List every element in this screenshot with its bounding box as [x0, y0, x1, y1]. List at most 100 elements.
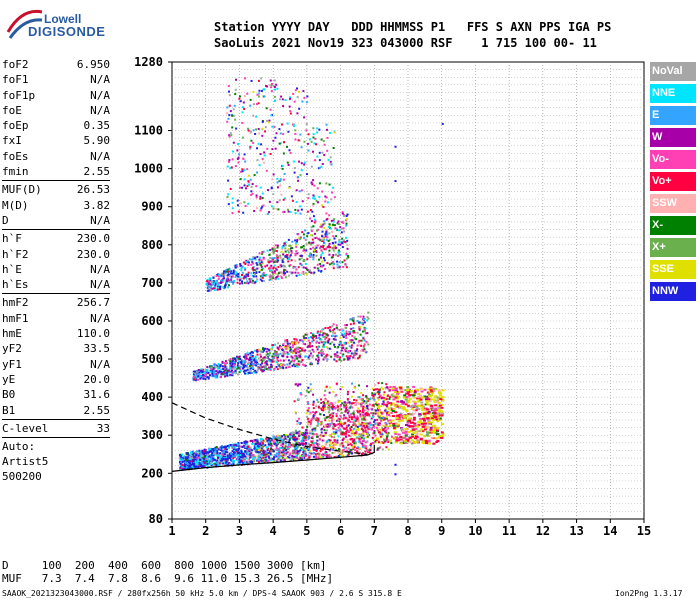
- echo-point: [386, 432, 389, 435]
- echo-point: [230, 270, 233, 273]
- echo-point: [244, 355, 247, 358]
- echo-point: [293, 358, 296, 361]
- echo-point: [304, 435, 307, 438]
- echo-point: [215, 369, 218, 372]
- echo-point: [372, 388, 375, 391]
- echo-point: [342, 227, 345, 230]
- echo-point: [217, 277, 220, 280]
- echo-point: [335, 412, 338, 415]
- echo-point: [318, 151, 321, 154]
- echo-point: [366, 407, 369, 410]
- echo-point: [262, 257, 265, 260]
- echo-point: [380, 411, 383, 414]
- echo-point: [214, 451, 217, 454]
- echo-point: [369, 424, 372, 427]
- echo-point: [337, 345, 340, 348]
- echo-point: [315, 229, 318, 232]
- echo-point: [294, 436, 297, 439]
- echo-point: [422, 417, 426, 420]
- echo-point: [197, 368, 200, 371]
- echo-point: [387, 441, 390, 444]
- echo-point: [316, 452, 319, 455]
- echo-point: [377, 422, 380, 425]
- echo-point: [296, 350, 299, 353]
- echo-point: [226, 457, 229, 460]
- echo-point: [327, 327, 330, 330]
- echo-point: [284, 358, 287, 361]
- echo-point: [225, 269, 228, 272]
- echo-point: [265, 451, 268, 454]
- echo-point: [257, 350, 260, 353]
- echo-point: [354, 426, 357, 429]
- echo-point: [308, 243, 311, 246]
- echo-point: [362, 437, 365, 440]
- echo-point: [346, 429, 349, 432]
- echo-point: [276, 346, 279, 349]
- echo-point: [217, 464, 220, 467]
- echo-point: [322, 434, 325, 437]
- echo-point: [390, 409, 393, 412]
- echo-point: [302, 451, 305, 454]
- echo-point: [208, 366, 211, 369]
- echo-point: [413, 424, 417, 427]
- echo-point: [179, 455, 182, 458]
- echo-point: [216, 365, 219, 368]
- echo-point: [316, 228, 319, 231]
- echo-point: [276, 354, 279, 357]
- echo-point: [259, 355, 262, 358]
- echo-point: [245, 277, 248, 280]
- echo-point: [302, 247, 305, 250]
- echo-point: [390, 393, 393, 396]
- echo-point: [400, 428, 404, 431]
- echo-point: [219, 376, 222, 379]
- echo-point: [328, 232, 331, 235]
- echo-point: [318, 455, 321, 458]
- echo-point: [295, 245, 298, 248]
- echo-point: [231, 359, 234, 362]
- echo-point: [301, 456, 304, 459]
- echo-point: [311, 334, 314, 337]
- echo-point: [390, 402, 393, 405]
- echo-point: [341, 328, 344, 331]
- echo-point: [304, 450, 307, 453]
- echo-point: [239, 456, 242, 459]
- echo-point: [322, 223, 325, 226]
- echo-point: [249, 104, 252, 107]
- echo-point: [334, 335, 337, 338]
- echo-point: [284, 265, 287, 268]
- echo-point: [183, 468, 186, 471]
- echo-point: [294, 129, 297, 132]
- echo-point: [380, 442, 383, 445]
- echo-point: [337, 400, 340, 403]
- echo-point: [432, 387, 436, 390]
- echo-point: [289, 210, 292, 213]
- echo-point: [285, 438, 288, 441]
- echo-point: [357, 440, 360, 443]
- echo-point: [333, 343, 336, 346]
- echo-point: [269, 248, 272, 251]
- echo-point: [347, 333, 350, 336]
- echo-point: [205, 462, 208, 465]
- echo-point: [411, 428, 415, 431]
- echo-point: [336, 356, 339, 359]
- echo-point: [382, 418, 385, 421]
- echo-point: [385, 403, 388, 406]
- echo-point: [304, 439, 307, 442]
- echo-point: [308, 451, 311, 454]
- echo-point: [239, 365, 242, 368]
- echo-point: [387, 407, 390, 410]
- echo-point: [197, 462, 200, 465]
- echo-point: [309, 331, 312, 334]
- echo-point: [182, 457, 185, 460]
- echo-point: [329, 224, 332, 227]
- echo-point: [336, 263, 339, 266]
- echo-point: [403, 394, 407, 397]
- echo-point: [193, 378, 196, 381]
- y-tick-label: 500: [141, 352, 163, 366]
- echo-point: [329, 227, 332, 230]
- echo-point: [305, 243, 308, 246]
- echo-point: [344, 241, 347, 244]
- echo-point: [342, 336, 345, 339]
- echo-point: [365, 411, 368, 414]
- echo-point: [332, 449, 335, 452]
